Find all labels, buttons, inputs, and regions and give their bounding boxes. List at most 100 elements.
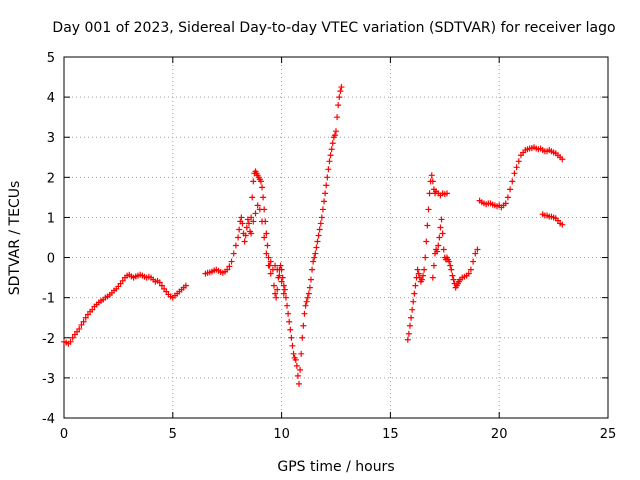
data-marks: [61, 84, 566, 387]
data-point: [244, 216, 251, 223]
data-point: [243, 224, 250, 231]
data-point: [474, 246, 481, 253]
data-point: [435, 242, 442, 249]
data-point: [270, 282, 277, 289]
data-point: [245, 220, 252, 227]
data-point: [263, 250, 270, 257]
data-series-1: [61, 271, 189, 347]
data-point: [502, 200, 509, 207]
axis-ticks: 0 5 10 15 20 25 -4 -3 -2 -1 0 1 2 3 4 5: [42, 51, 616, 442]
data-point: [265, 254, 272, 261]
data-point: [467, 266, 474, 273]
data-point: [78, 321, 85, 328]
data-point: [89, 306, 96, 313]
data-point: [313, 244, 320, 251]
data-point: [322, 190, 329, 197]
y-tick-label: -1: [42, 292, 55, 307]
data-point: [238, 214, 245, 221]
data-point: [337, 88, 344, 95]
plot-frame: [63, 56, 609, 419]
data-point: [281, 286, 288, 293]
y-tick-label: 0: [47, 252, 55, 267]
data-point: [250, 178, 257, 185]
data-point: [509, 178, 516, 185]
data-point: [405, 330, 412, 337]
data-point: [287, 326, 294, 333]
data-point: [67, 338, 74, 345]
data-point: [430, 262, 437, 269]
data-point: [228, 258, 235, 265]
data-point: [316, 226, 323, 233]
data-point: [256, 206, 263, 213]
data-point: [158, 282, 165, 289]
data-series-2: [202, 84, 345, 387]
data-point: [338, 84, 345, 91]
x-tick-label: 20: [491, 427, 508, 442]
data-series-3: [404, 172, 481, 343]
y-tick-label: 2: [47, 171, 55, 186]
data-series-4: [476, 144, 566, 211]
data-point: [298, 350, 305, 357]
x-tick-label: 15: [382, 427, 399, 442]
data-point: [317, 220, 324, 227]
data-point: [424, 222, 431, 229]
data-point: [80, 318, 87, 325]
data-point: [421, 266, 428, 273]
data-point: [426, 190, 433, 197]
data-point: [446, 258, 453, 265]
data-point: [470, 258, 477, 265]
x-axis-label: GPS time / hours: [277, 459, 394, 475]
data-point: [450, 276, 457, 283]
data-point: [254, 202, 261, 209]
data-point: [273, 294, 280, 301]
data-point: [267, 270, 274, 277]
data-point: [257, 178, 264, 185]
data-point: [282, 294, 289, 301]
data-point: [232, 242, 239, 249]
x-tick-label: 5: [169, 427, 177, 442]
data-point: [301, 310, 308, 317]
y-axis-label: SDTVAR / TECUs: [7, 181, 23, 296]
y-tick-label: -3: [42, 372, 55, 387]
data-point: [418, 276, 425, 283]
data-point: [278, 278, 285, 285]
data-point: [319, 206, 326, 213]
data-point: [286, 318, 293, 325]
data-point: [420, 272, 427, 279]
data-point: [226, 263, 233, 270]
data-point: [274, 286, 281, 293]
data-point: [326, 158, 333, 165]
data-point: [252, 210, 259, 217]
y-tick-label: -2: [42, 332, 55, 347]
data-point: [288, 334, 295, 341]
data-point: [335, 102, 342, 109]
chart-title: Day 001 of 2023, Sidereal Day-to-day VTE…: [52, 20, 615, 36]
data-point: [325, 166, 332, 173]
data-point: [507, 186, 514, 193]
data-point: [472, 250, 479, 257]
data-point: [242, 232, 249, 239]
data-point: [248, 230, 255, 237]
data-point: [412, 282, 419, 289]
data-point: [443, 190, 450, 197]
data-point: [296, 380, 303, 387]
data-point: [277, 262, 284, 269]
data-point: [331, 132, 338, 139]
data-point: [82, 314, 89, 321]
data-point: [515, 158, 522, 165]
y-tick-label: -4: [42, 412, 55, 427]
data-point: [410, 298, 417, 305]
data-point: [248, 214, 255, 221]
data-point: [156, 279, 163, 286]
data-point: [264, 242, 271, 249]
y-tick-label: 5: [47, 51, 55, 66]
data-point: [439, 230, 446, 237]
data-point: [290, 350, 297, 357]
data-point: [448, 266, 455, 273]
data-point: [438, 216, 445, 223]
data-point: [182, 282, 189, 289]
data-point: [289, 342, 296, 349]
data-point: [336, 94, 343, 101]
data-point: [260, 194, 267, 201]
data-point: [305, 290, 312, 297]
